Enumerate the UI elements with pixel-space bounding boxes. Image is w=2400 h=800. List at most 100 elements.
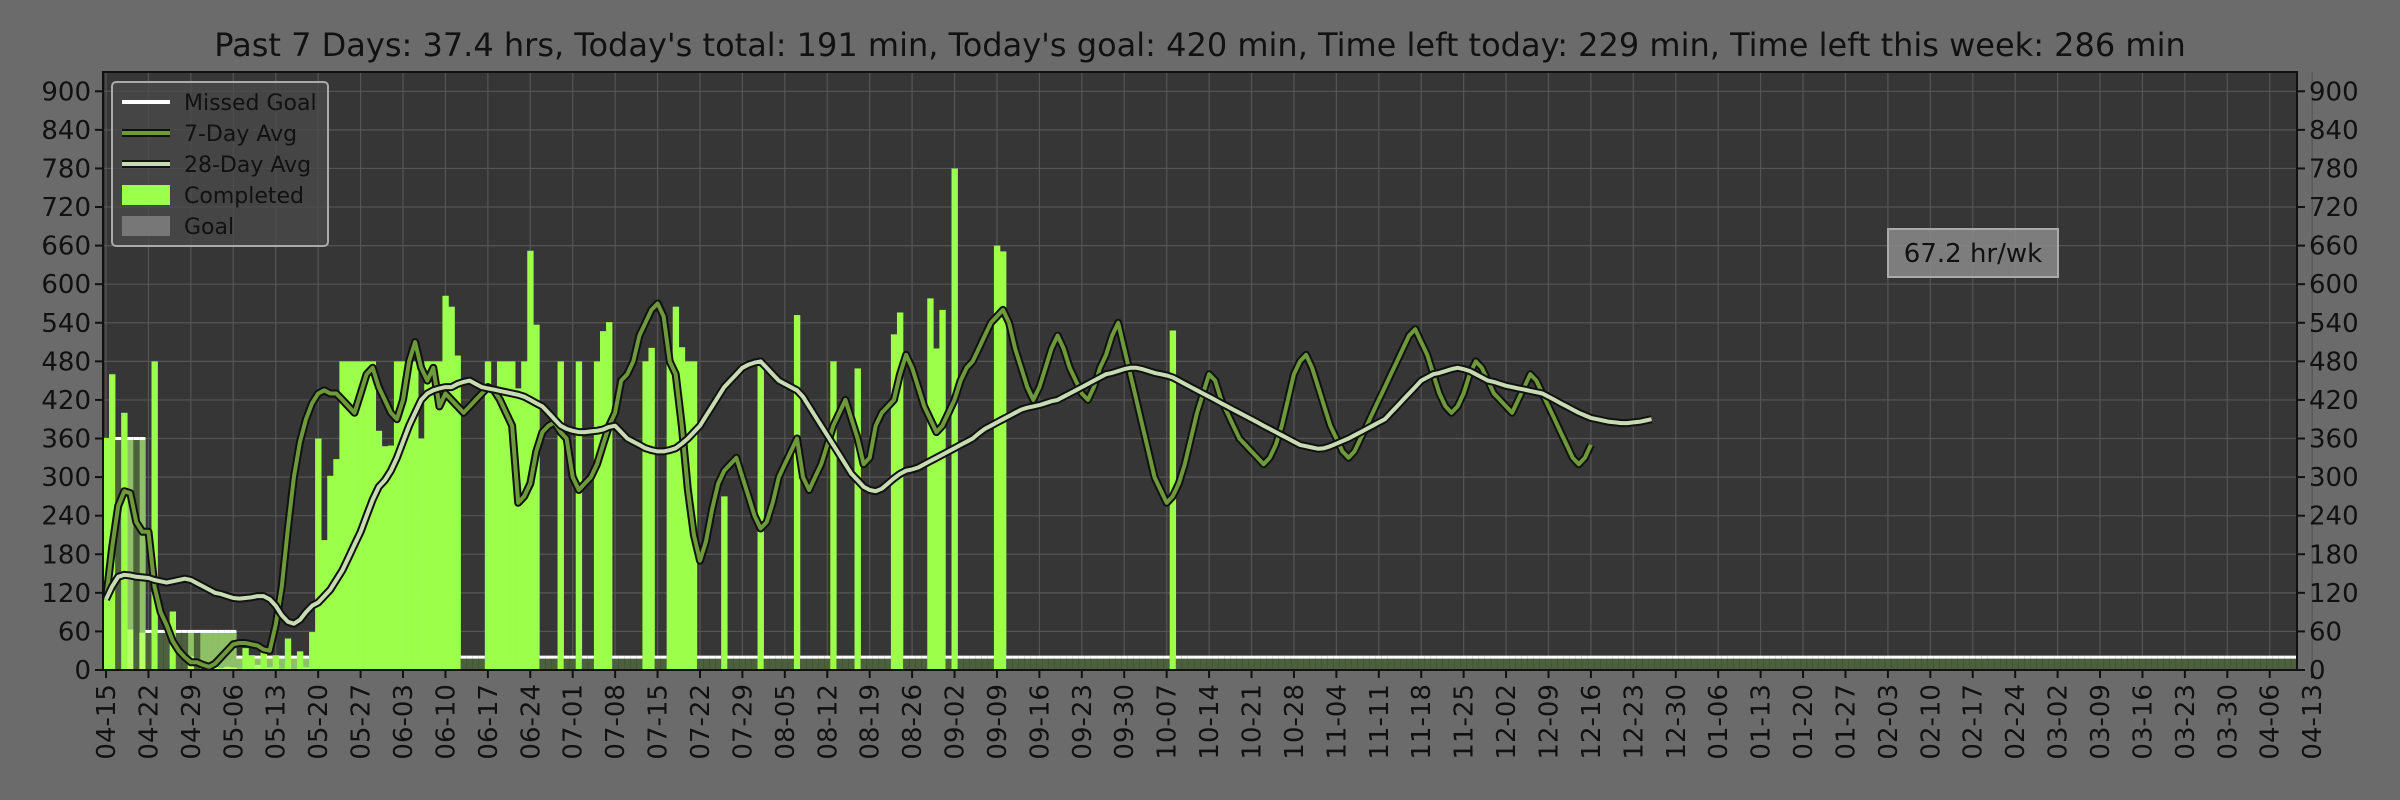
completed-bar <box>272 655 280 670</box>
y-tick-label-right: 480 <box>2309 347 2359 377</box>
x-tick-label: 07-08 <box>601 684 631 760</box>
legend-label: Missed Goal <box>184 91 317 116</box>
completed-bar <box>399 361 407 670</box>
missed-bar <box>909 657 916 670</box>
missed-bar <box>1987 657 1995 670</box>
completed-bar <box>127 629 134 670</box>
missed-bar <box>1260 657 1267 670</box>
missed-bar <box>2254 657 2261 670</box>
missed-bar <box>1569 657 1577 670</box>
missed-bar <box>2218 657 2225 670</box>
missed-bar <box>1096 657 1104 670</box>
missed-bar <box>2175 657 2183 670</box>
goal-bar <box>199 631 207 670</box>
completed-bar <box>327 475 334 670</box>
missed-bar <box>1612 657 1619 670</box>
missed-bar <box>2230 657 2237 670</box>
missed-bar <box>2187 657 2195 670</box>
missed-bar <box>1200 657 1207 670</box>
missed-bar <box>1424 657 1431 670</box>
completed-bar <box>830 361 837 670</box>
completed-bar <box>448 306 455 670</box>
missed-bar <box>1963 657 1971 670</box>
completed-bar <box>496 361 504 670</box>
x-tick-label: 08-19 <box>856 684 886 760</box>
goal-bar <box>187 631 195 670</box>
x-tick-label: 06-17 <box>474 684 504 760</box>
missed-bar <box>1812 657 1819 670</box>
completed-bar <box>345 361 352 670</box>
missed-bar <box>1939 657 1946 670</box>
x-tick-label: 01-20 <box>1789 684 1819 760</box>
plot-area <box>103 72 2297 670</box>
missed-bar <box>2060 657 2067 670</box>
missed-bar <box>1842 657 1849 670</box>
missed-bar <box>1321 657 1328 670</box>
missed-bar <box>1109 657 1116 670</box>
missed-bar <box>1769 657 1777 670</box>
missed-bar <box>2036 657 2043 670</box>
missed-bar <box>1981 657 1989 670</box>
missed-bar <box>1315 657 1322 670</box>
missed-bar <box>2121 657 2128 670</box>
missed-bar <box>1600 657 1607 670</box>
missed-bar <box>1872 657 1880 670</box>
missed-bar <box>878 657 886 670</box>
missed-bar <box>1175 657 1183 670</box>
completed-bar <box>266 667 274 670</box>
y-tick-label-right: 0 <box>2309 656 2326 686</box>
missed-bar <box>2163 657 2171 670</box>
missed-bar <box>1666 657 1674 670</box>
completed-bar <box>890 334 898 670</box>
completed-bar <box>333 459 340 670</box>
missed-bar <box>1430 657 1437 670</box>
missed-bar <box>1454 657 1461 670</box>
x-tick-label: 09-30 <box>1110 684 1140 760</box>
missed-bar <box>1606 657 1613 670</box>
missed-bar <box>1490 657 1498 670</box>
completed-bar <box>503 361 510 670</box>
missed-bar <box>1290 657 1298 670</box>
missed-bar <box>478 657 486 670</box>
missed-bar <box>1684 657 1692 670</box>
completed-bar <box>242 648 249 670</box>
goal-bar <box>266 657 274 670</box>
x-tick-label: 05-13 <box>262 684 292 760</box>
missed-bar <box>1478 657 1486 670</box>
completed-bar <box>896 312 904 670</box>
missed-bar <box>751 657 758 670</box>
missed-bar <box>1878 657 1886 670</box>
missed-bar <box>1436 657 1443 670</box>
missed-bar <box>1993 657 2001 670</box>
missed-bar <box>1030 657 1037 670</box>
missed-bar <box>1278 657 1286 670</box>
missed-bar <box>1830 657 1837 670</box>
x-tick-label: 02-24 <box>2001 684 2031 760</box>
y-tick-label-right: 420 <box>2309 386 2359 416</box>
missed-bar <box>957 657 964 670</box>
x-tick-label: 05-27 <box>347 684 377 760</box>
missed-bar <box>460 657 467 670</box>
missed-bar <box>1975 657 1983 670</box>
missed-bar <box>715 657 722 670</box>
completed-bar <box>296 651 304 670</box>
completed-bar <box>509 361 516 670</box>
x-tick-label: 01-27 <box>1831 684 1861 760</box>
completed-bar <box>418 438 425 670</box>
legend-label: Goal <box>184 215 234 240</box>
missed-bar <box>1024 657 1031 670</box>
missed-bar <box>1563 657 1571 670</box>
missed-bar <box>945 657 952 670</box>
missed-bar <box>1654 657 1661 670</box>
missed-bar <box>1715 657 1722 670</box>
missed-bar <box>775 657 783 670</box>
missed-bar <box>1781 657 1789 670</box>
x-tick-label: 03-02 <box>2044 684 2074 760</box>
missed-bar <box>612 657 619 670</box>
missed-bar <box>1866 657 1874 670</box>
missed-bar <box>1460 657 1467 670</box>
x-tick-label: 02-17 <box>1959 684 1989 760</box>
x-tick-label: 05-06 <box>219 684 249 760</box>
annotation-text: 67.2 hr/wk <box>1904 239 2042 269</box>
y-tick-label-right: 780 <box>2309 154 2359 184</box>
